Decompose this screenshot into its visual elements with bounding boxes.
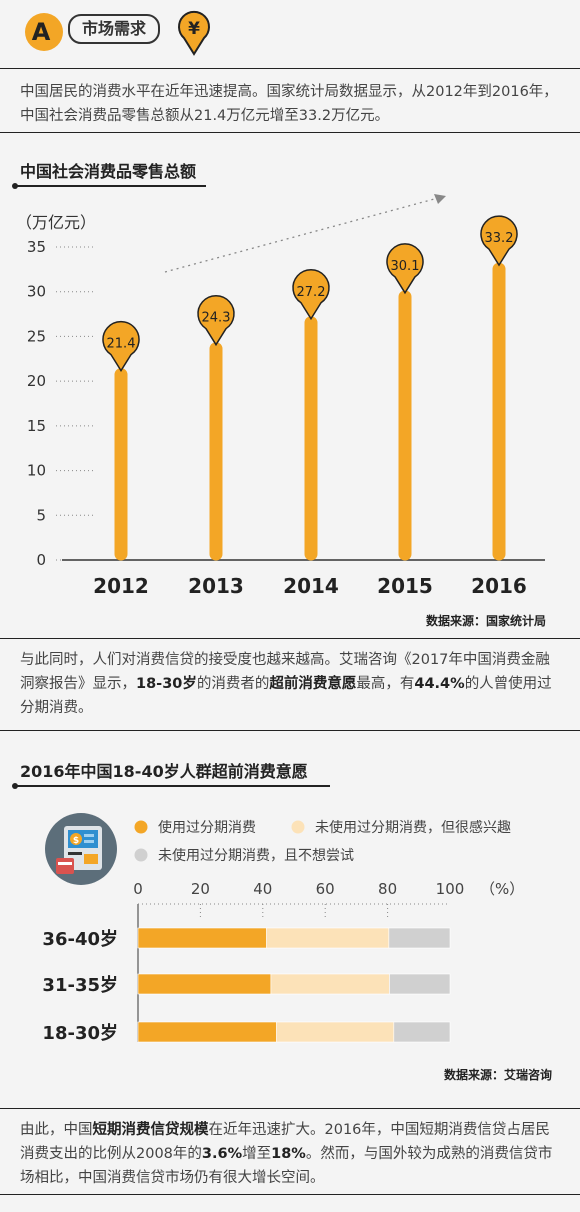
value-pin (292, 269, 330, 321)
y-tick-label: 35 (27, 238, 46, 256)
bar-segment (266, 927, 390, 949)
chart1-source: 数据来源：国家统计局 (426, 614, 547, 628)
bar-segment (276, 1021, 395, 1043)
x-tick-label: 100 (436, 880, 465, 898)
y-tick-label: 0 (36, 551, 46, 569)
legend-label: 未使用过分期消费，且不想尝试 (158, 847, 354, 864)
para2-text: 的人曾使用过分期消费。 (20, 676, 552, 716)
value-pin (386, 243, 424, 295)
x-tick-label: 2015 (377, 574, 433, 598)
legend-dot (134, 820, 148, 834)
x-tick-label: 40 (253, 880, 272, 898)
divider (0, 68, 580, 69)
yen-symbol: ¥ (188, 19, 200, 39)
y-tick-label: 15 (27, 417, 46, 435)
value-label: 33.2 (485, 231, 514, 246)
y-tick-label: 20 (27, 372, 46, 390)
para2-emphasis: 超前消费意愿 (269, 676, 357, 692)
divider (0, 1108, 580, 1109)
category-label: 36-40岁 (42, 928, 118, 950)
value-label: 21.4 (107, 337, 136, 352)
x-tick-label: 2012 (93, 574, 149, 598)
badge-letter: A (32, 18, 51, 46)
bar-segment (270, 973, 390, 995)
conclusion-paragraph: 由此，中国短期消费信贷规模在近年迅速扩大。2016年，中国短期消费信贷占居民消费… (20, 1118, 564, 1190)
para2-emphasis: 44.4% (414, 676, 465, 692)
value-pin (197, 294, 235, 347)
divider (0, 132, 580, 133)
x-tick-label: 2014 (283, 574, 339, 598)
x-axis-label: （%） (480, 880, 524, 898)
para3-text: 。然而，与国外较为成熟的消费信贷市场相比，中国消费信贷市场仍有很大增长空间。 (20, 1146, 553, 1186)
x-tick-label: 80 (378, 880, 397, 898)
credit-paragraph: 与此同时，人们对消费信贷的接受度也越来越高。艾瑞咨询《2017年中国消费金融洞察… (20, 648, 564, 720)
y-tick-label: 5 (36, 506, 46, 524)
intro-paragraph: 中国居民的消费水平在近年迅速提高。国家统计局数据显示，从2012年到2016年，… (20, 84, 558, 124)
para2-text: 的消费者的 (196, 676, 270, 692)
para3-text: 由此，中国 (20, 1122, 93, 1138)
legend-label: 使用过分期消费 (158, 819, 256, 836)
bar-segment (389, 973, 451, 995)
para2-text: 最高，有 (356, 676, 415, 692)
title-underline (14, 185, 206, 187)
chart1-title: 中国社会消费品零售总额 (20, 162, 197, 181)
bar-segment (393, 1021, 451, 1043)
divider (0, 1194, 580, 1195)
category-label: 31-35岁 (42, 974, 118, 996)
atm-machine-icon: $ (45, 813, 117, 885)
divider (0, 638, 580, 639)
para3-emphasis: 短期消费信贷规模 (92, 1122, 209, 1138)
y-tick-label: 10 (27, 462, 46, 480)
x-tick-label: 0 (133, 880, 143, 898)
y-tick-label: 30 (27, 283, 46, 301)
title-underline (14, 785, 330, 787)
para3-emphasis: 3.6% (201, 1146, 243, 1162)
value-pin (102, 320, 140, 373)
legend-dot (291, 820, 305, 834)
x-tick-label: 2013 (188, 574, 244, 598)
badge-a-icon: A (25, 13, 63, 51)
y-tick-label: 25 (27, 327, 46, 345)
retail-sales-bar-chart: （万亿元） 0 5 10 15 20 25 30 35 21.4 2012 24.3 2013 27.2 2… (16, 194, 545, 598)
yen-pin-icon: ¥ (178, 10, 210, 56)
trend-arrow-head (434, 194, 446, 204)
value-label: 30.1 (391, 259, 420, 274)
chart2-title: 2016年中国18-40岁人群超前消费意愿 (20, 762, 308, 781)
value-label: 27.2 (297, 285, 326, 300)
para2-emphasis: 18-30岁 (136, 676, 197, 692)
section-tag: 市场需求 (68, 14, 161, 44)
chart2-source: 数据来源：艾瑞咨询 (444, 1068, 553, 1082)
value-pin (480, 215, 518, 267)
trend-arrow (164, 194, 446, 273)
trend-arrow-line (164, 197, 439, 273)
legend-dot (134, 848, 148, 862)
bar-segment (137, 1021, 277, 1043)
para3-emphasis: 18% (271, 1146, 306, 1162)
x-tick-label: 2016 (471, 574, 527, 598)
bar-segment (388, 927, 451, 949)
bar-segment (137, 973, 272, 995)
para3-text: 在近年迅速扩大。2016年，中国短期消费信贷占居民消费支出的比例从2008年的 (20, 1122, 550, 1162)
bar-segment (137, 927, 267, 949)
value-label: 24.3 (202, 311, 231, 326)
x-tick-label: 20 (191, 880, 210, 898)
svg-text:$: $ (73, 836, 79, 846)
x-tick-label: 60 (316, 880, 335, 898)
para2-text: 与此同时，人们对消费信贷的接受度也越来越高。艾瑞咨询《2017年中国消费金融洞察… (20, 652, 550, 692)
para3-text: 增至 (242, 1146, 272, 1162)
divider (0, 730, 580, 731)
category-label: 18-30岁 (42, 1022, 118, 1044)
y-axis-label: （万亿元） (16, 213, 96, 232)
legend-label: 未使用过分期消费，但很感兴趣 (315, 819, 511, 836)
